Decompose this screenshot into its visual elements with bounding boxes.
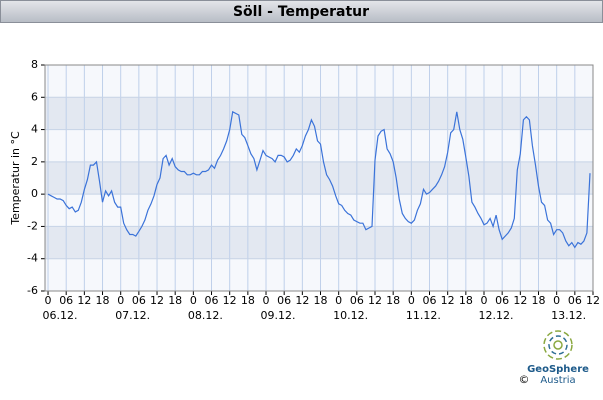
y-tick-label: 4	[31, 123, 38, 136]
temperature-line	[47, 110, 591, 249]
x-tick-label: 0	[45, 294, 52, 307]
x-tick-label: 06	[277, 294, 291, 307]
x-tick-label: 12	[295, 294, 309, 307]
y-tick-label: 6	[31, 90, 38, 103]
x-tick-label: 12	[441, 294, 455, 307]
logo-sub: Austria	[540, 375, 575, 386]
x-tick-label: 18	[532, 294, 546, 307]
copyright: ©	[519, 373, 530, 386]
x-tick-label: 12	[368, 294, 382, 307]
chart-title: Söll - Temperatur	[233, 4, 369, 20]
x-tick-label: 0	[117, 294, 124, 307]
y-tick-label: -6	[27, 284, 38, 297]
x-tick-label: 12	[513, 294, 527, 307]
y-tick-label: 2	[31, 155, 38, 168]
x-tick-label: 06	[495, 294, 509, 307]
x-tick-label: 0	[553, 294, 560, 307]
x-tick-label: 18	[96, 294, 110, 307]
x-tick-label: 18	[241, 294, 255, 307]
band	[45, 97, 593, 130]
x-tick-label: 12	[586, 294, 600, 307]
x-tick-label: 0	[263, 294, 270, 307]
x-tick-label: 18	[168, 294, 182, 307]
x-day-label: 08.12.	[188, 309, 223, 322]
logo-name: GeoSphere	[527, 364, 589, 375]
x-tick-label: 0	[190, 294, 197, 307]
x-tick-label: 12	[150, 294, 164, 307]
x-tick-label: 12	[77, 294, 91, 307]
x-day-label: 06.12.	[43, 309, 78, 322]
x-tick-label: 18	[459, 294, 473, 307]
x-tick-label: 06	[59, 294, 73, 307]
x-day-label: 09.12.	[261, 309, 296, 322]
x-day-label: 10.12.	[333, 309, 368, 322]
band	[45, 161, 593, 195]
x-tick-label: 06	[568, 294, 582, 307]
x-day-label: 11.12.	[406, 309, 441, 322]
x-tick-label: 18	[386, 294, 400, 307]
y-tick-label: 8	[31, 58, 38, 71]
logo	[543, 330, 573, 360]
x-day-label: 07.12.	[115, 309, 150, 322]
x-tick-label: 06	[423, 294, 437, 307]
x-tick-label: 06	[350, 294, 364, 307]
x-tick-label: 0	[335, 294, 342, 307]
y-tick-label: 0	[31, 187, 38, 200]
x-day-label: 13.12.	[551, 309, 586, 322]
y-tick-label: -4	[27, 252, 38, 265]
x-tick-label: 0	[408, 294, 415, 307]
plot-frame	[44, 64, 594, 292]
x-day-label: 12.12.	[479, 309, 514, 322]
x-tick-label: 0	[481, 294, 488, 307]
y-tick-label: -2	[27, 219, 38, 232]
x-tick-label: 12	[223, 294, 237, 307]
x-tick-label: 06	[205, 294, 219, 307]
x-tick-label: 18	[314, 294, 328, 307]
y-axis-label: Temperatur in °C	[9, 131, 22, 226]
x-tick-label: 06	[132, 294, 146, 307]
band	[45, 226, 593, 259]
